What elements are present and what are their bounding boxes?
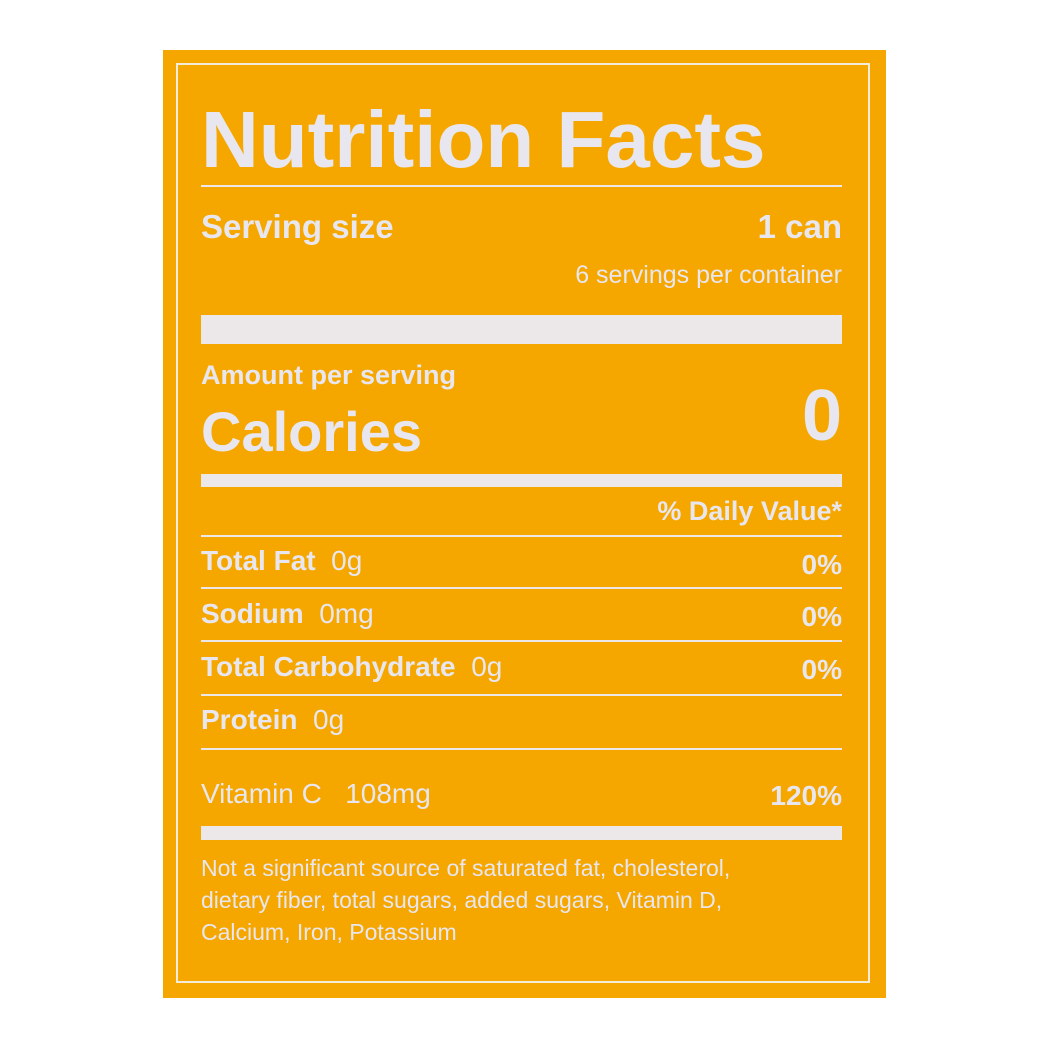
nutrient-dv: 0%: [801, 654, 842, 685]
label-border: [176, 63, 870, 983]
divider: [201, 185, 842, 187]
footnote-line: dietary fiber, total sugars, added sugar…: [201, 887, 723, 913]
divider: [201, 748, 842, 750]
divider: [201, 640, 842, 642]
medium-divider: [201, 826, 842, 840]
medium-divider: [201, 474, 842, 487]
nutrient-amount: 0mg: [319, 598, 374, 629]
divider: [201, 587, 842, 589]
thick-divider: [201, 315, 842, 344]
divider: [201, 535, 842, 537]
nutrient-amount: 0g: [331, 545, 363, 576]
nutrient-name: Sodium: [201, 598, 304, 629]
vitamin-amount: 108mg: [345, 778, 431, 809]
daily-value-header: % Daily Value*: [657, 496, 842, 526]
serving-size-label: Serving size: [201, 208, 394, 245]
nutrient-amount: 0g: [471, 651, 503, 682]
label-title: Nutrition Facts: [201, 95, 766, 184]
nutrient-name: Total Fat: [201, 545, 316, 576]
nutrient-name: Total Carbohydrate: [201, 651, 456, 682]
nutrient-amount: 0g: [313, 704, 345, 735]
serving-size-value: 1 can: [757, 208, 842, 245]
calories-value: 0: [801, 376, 842, 456]
nutrient-dv: 0%: [801, 549, 842, 580]
amount-per-serving: Amount per serving: [201, 360, 457, 390]
footnote-line: Calcium, Iron, Potassium: [201, 919, 457, 945]
footnote-line: Not a significant source of saturated fa…: [201, 855, 731, 881]
vitamin-dv: 120%: [770, 780, 842, 811]
divider: [201, 694, 842, 696]
nutrient-name: Protein: [201, 704, 298, 735]
vitamin-name: Vitamin C: [201, 778, 322, 809]
calories-label: Calories: [201, 400, 422, 463]
nutrient-dv: 0%: [801, 601, 842, 632]
servings-per-container: 6 servings per container: [575, 261, 842, 289]
nutrition-label-panel: [163, 50, 886, 998]
